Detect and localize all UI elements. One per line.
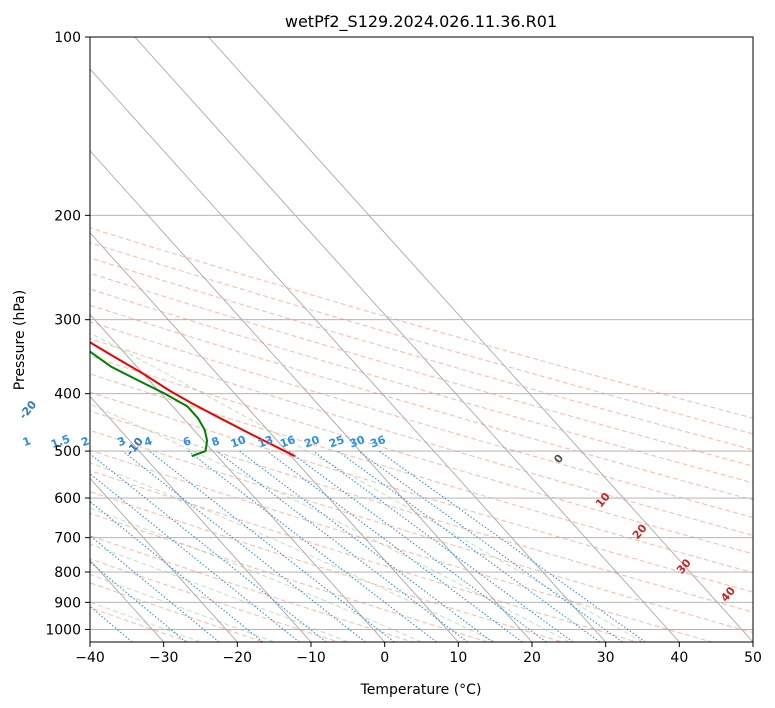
isotherm-line — [90, 150, 533, 642]
x-tick-label: −30 — [149, 650, 179, 666]
mixing-ratio-label: 36 — [368, 433, 387, 451]
dry-adiabat-line — [90, 558, 339, 642]
isotherm-line — [134, 37, 680, 642]
x-tick-label: 40 — [670, 650, 688, 666]
isotherm-line — [90, 477, 238, 642]
moist-adiabat-line — [90, 601, 201, 642]
isotherm-label: -20 — [17, 398, 40, 422]
x-axis-label: Temperature (°C) — [360, 682, 482, 698]
mixing-ratio-label: 4 — [142, 434, 154, 449]
x-tick-label: 10 — [449, 650, 467, 666]
dry-adiabat-line — [90, 512, 488, 642]
mixing-ratio-label: 30 — [348, 433, 367, 451]
x-tick-label: −20 — [223, 650, 253, 666]
mixing-ratio-label: 20 — [303, 433, 322, 451]
mixing-ratio-line — [216, 450, 468, 642]
plot-frame — [89, 36, 754, 643]
dry-adiabat-line — [90, 272, 753, 467]
moist-adiabat-line — [90, 332, 643, 642]
dry-adiabat-line — [90, 607, 189, 642]
y-tick-label: 1000 — [45, 622, 81, 638]
dry-adiabat-line — [90, 355, 753, 555]
y-tick-label: 600 — [54, 491, 81, 507]
mixing-ratio-label: 13 — [256, 433, 275, 450]
mixing-ratio-label: 10 — [229, 433, 248, 451]
y-tick-label: 900 — [54, 595, 81, 611]
mixing-ratio-label: 25 — [327, 433, 346, 450]
x-tick-label: 50 — [744, 650, 762, 666]
mixing-ratio-label: 16 — [278, 433, 297, 451]
mixing-ratio-label: 1 — [21, 434, 33, 449]
mixing-ratio-line — [90, 605, 133, 642]
moist-adiabat-label: 10 — [593, 490, 613, 510]
mixing-ratio-line — [358, 450, 623, 642]
moist-adiabat-label: 0 — [551, 452, 566, 466]
y-tick-label: 100 — [54, 30, 81, 46]
mixing-ratio-label: 2 — [80, 434, 92, 449]
dry-adiabat-line — [90, 373, 753, 574]
moist-adiabat-line — [90, 543, 348, 642]
mixing-ratio-label: 1.5 — [49, 432, 72, 451]
mixing-ratio-line — [312, 450, 574, 642]
temperature-profile-line — [90, 341, 296, 458]
dry-adiabat-line — [90, 257, 753, 451]
chart-title: wetPf2_S129.2024.026.11.36.R01 — [285, 12, 557, 32]
y-tick-label: 300 — [54, 313, 81, 329]
dry-adiabat-line — [90, 491, 563, 642]
isotherm-line — [90, 232, 459, 642]
mixing-ratio-line — [288, 450, 547, 642]
dry-adiabat-line — [90, 429, 753, 634]
dry-adiabat-line — [90, 449, 712, 642]
mixing-ratio-line — [90, 500, 264, 642]
x-tick-label: 0 — [380, 650, 389, 666]
mixing-ratio-line — [337, 450, 601, 642]
isotherm-line — [90, 395, 312, 642]
dewpoint-profile-line — [90, 350, 209, 458]
dry-adiabat-line — [90, 410, 753, 613]
dry-adiabat-line — [90, 338, 753, 536]
moist-adiabat-line — [90, 507, 422, 642]
mixing-ratio-label: 6 — [181, 434, 193, 449]
x-tick-label: 30 — [597, 650, 615, 666]
moist-adiabat-line — [90, 573, 275, 642]
dry-adiabat-line — [90, 304, 753, 501]
mixing-ratio-line — [90, 561, 187, 642]
mixing-ratio-line — [90, 534, 220, 642]
mixing-ratio-label: 3 — [116, 434, 128, 449]
y-tick-label: 500 — [54, 444, 81, 460]
dry-adiabat-line — [90, 227, 753, 419]
x-tick-label: 20 — [523, 650, 541, 666]
mixing-ratio-label: 8 — [210, 434, 222, 449]
y-tick-label: 400 — [54, 387, 81, 403]
isotherm-line — [90, 68, 607, 642]
mixing-ratio-line — [266, 450, 523, 642]
mixing-ratio-line — [122, 450, 366, 642]
y-axis-label: Pressure (hPa) — [12, 290, 28, 390]
dry-adiabat-line — [90, 288, 753, 484]
moist-adiabat-line — [90, 403, 570, 642]
dry-adiabat-line — [90, 582, 264, 642]
x-tick-label: −10 — [296, 650, 326, 666]
y-tick-label: 700 — [54, 531, 81, 547]
mixing-ratio-line — [148, 450, 395, 642]
dry-adiabat-line — [90, 391, 753, 593]
mixing-ratio-line — [239, 450, 493, 642]
dry-adiabat-line — [90, 321, 753, 519]
dry-adiabat-line — [90, 242, 753, 435]
x-tick-label: −40 — [75, 650, 105, 666]
dry-adiabat-line — [90, 535, 414, 642]
mixing-ratio-line — [378, 450, 646, 642]
isotherm-line — [208, 37, 753, 642]
moist-adiabat-line — [90, 462, 496, 642]
y-tick-label: 800 — [54, 565, 81, 581]
y-tick-label: 200 — [54, 208, 81, 224]
isotherm-line — [90, 313, 386, 642]
